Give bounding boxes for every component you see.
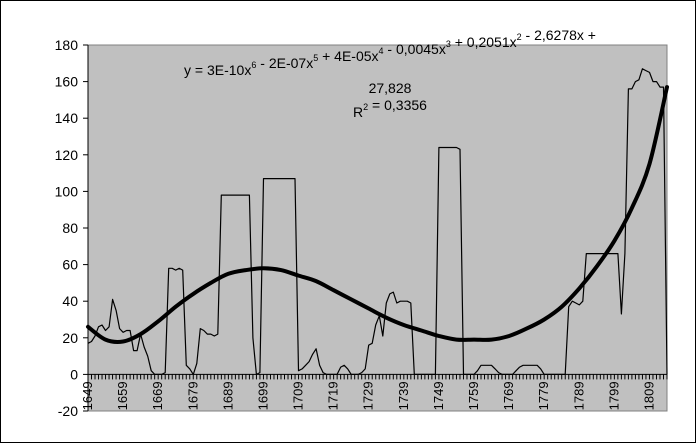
- x-tick-label: 1649: [80, 381, 95, 410]
- x-tick-label: 1789: [571, 381, 586, 410]
- x-tick-label: 1689: [220, 381, 235, 410]
- x-tick-label: 1749: [431, 381, 446, 410]
- x-tick-label: 1709: [291, 381, 306, 410]
- y-tick-label: 140: [55, 110, 79, 126]
- x-tick-label: 1719: [326, 381, 341, 410]
- x-tick-label: 1759: [466, 381, 481, 410]
- y-tick-label: 180: [55, 37, 79, 53]
- series-layer: [87, 68, 668, 375]
- x-tick-label: 1799: [606, 381, 621, 410]
- x-tick-label: 1779: [536, 381, 551, 410]
- y-axis: -20 0 20 40 60 80 100 120 140 160 180: [55, 37, 89, 419]
- equation-line-1: y = 3E-10x6 - 2E-07x5 + 4E-05x4 - 0,0045…: [184, 27, 596, 78]
- trendline-layer: [86, 85, 669, 344]
- y-tick-label: -20: [58, 403, 78, 419]
- y-tick-label: 120: [55, 147, 79, 163]
- x-axis: 1649 1659 1669 1679 1689 1699 1709 1719 1729 1739…: [80, 373, 668, 410]
- y-tick-label: 80: [62, 220, 78, 236]
- x-tick-label: 1659: [115, 381, 130, 410]
- y-tick-label: 160: [55, 74, 79, 90]
- x-tick-label: 1699: [255, 381, 270, 410]
- x-tick-label: 1729: [361, 381, 376, 410]
- y-tick-label: 0: [70, 366, 78, 382]
- y-tick-label: 20: [62, 330, 78, 346]
- r-squared-label: R2 = 0,3356: [353, 97, 427, 120]
- data-series-line: [87, 68, 668, 375]
- x-tick-label: 1679: [185, 381, 200, 410]
- y-tick-label: 60: [62, 257, 78, 273]
- plot-area: [87, 44, 668, 412]
- y-tick-label: 40: [62, 293, 78, 309]
- y-tick-label: 100: [55, 183, 79, 199]
- x-tick-label: 1739: [396, 381, 411, 410]
- trendline-equation: y = 3E-10x6 - 2E-07x5 + 4E-05x4 - 0,0045…: [184, 27, 596, 120]
- polynomial-trendline: [86, 85, 669, 344]
- equation-line-2: 27,828: [369, 80, 412, 96]
- x-tick-label: 1669: [150, 381, 165, 410]
- x-tick-label: 1809: [641, 381, 656, 410]
- x-tick-label: 1769: [501, 381, 516, 410]
